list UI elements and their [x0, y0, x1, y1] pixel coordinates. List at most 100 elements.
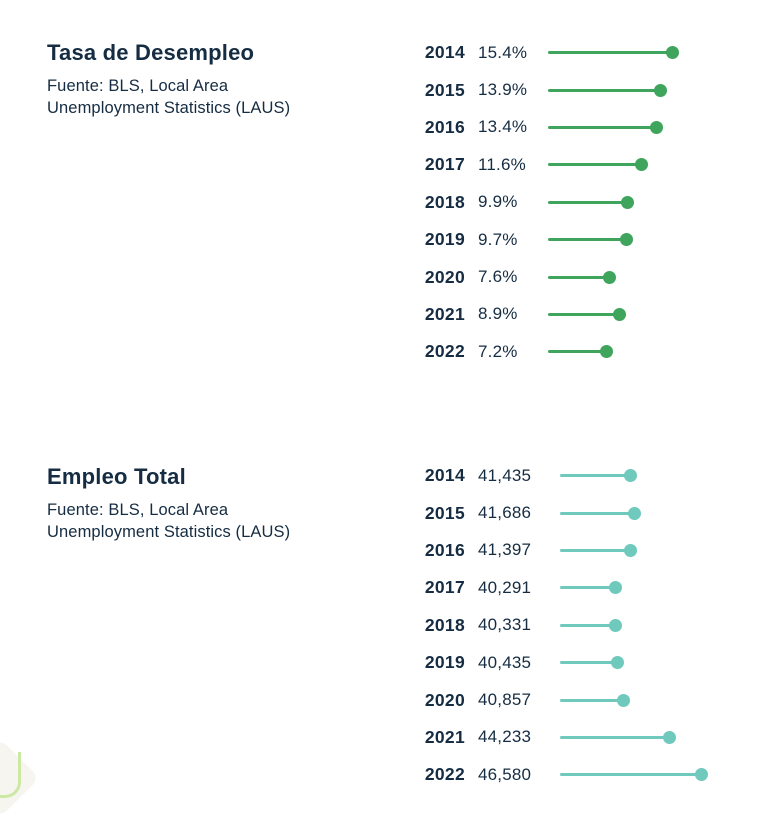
lollipop [560, 506, 641, 520]
chart-row: 2017 11.6% [420, 146, 679, 183]
chart-row: 2016 13.4% [420, 109, 679, 146]
year-label: 2019 [424, 652, 465, 673]
value-label: 40,331 [478, 615, 532, 635]
lollipop-dot [635, 158, 648, 172]
lollipop-line [548, 238, 628, 242]
value-label: 40,435 [478, 652, 532, 672]
year-label: 2022 [424, 764, 465, 785]
lollipop [560, 581, 622, 595]
lollipop-line [548, 350, 608, 354]
year-label: 2014 [424, 42, 465, 63]
chart-row: 2019 40,435 [420, 644, 708, 681]
lollipop [548, 83, 667, 97]
value-label: 46,580 [478, 764, 532, 784]
chart-row: 2017 40,291 [420, 569, 708, 606]
lollipop-line [560, 698, 625, 702]
lollipop-line [560, 661, 619, 665]
chart-source: Fuente: BLS, Local Area Unemployment Sta… [47, 499, 387, 543]
chart-row: 2018 9.9% [420, 184, 679, 221]
year-label: 2017 [424, 577, 465, 598]
lollipop-line [560, 773, 703, 777]
lollipop-line [548, 51, 674, 55]
value-label: 41,686 [478, 503, 532, 523]
value-label: 40,291 [478, 577, 532, 597]
lollipop-dot [611, 656, 624, 670]
chart-row: 2021 44,233 [420, 719, 708, 756]
chart-row: 2022 46,580 [420, 756, 708, 793]
chart-row: 2022 7.2% [420, 333, 679, 370]
chart-row: 2019 9.7% [420, 221, 679, 258]
lollipop [548, 158, 648, 172]
year-label: 2018 [424, 191, 465, 212]
lollipop [560, 469, 637, 483]
value-label: 7.2% [478, 341, 518, 361]
lollipop-dot [666, 46, 679, 60]
lollipop-line [560, 548, 632, 552]
lollipop-dot [628, 506, 641, 520]
employment-chart-header: Empleo Total Fuente: BLS, Local Area Une… [47, 464, 387, 543]
lollipop [560, 656, 624, 670]
unemployment-chart-header: Tasa de Desempleo Fuente: BLS, Local Are… [47, 40, 387, 119]
chart-row: 2016 41,397 [420, 532, 708, 569]
year-label: 2019 [424, 229, 465, 250]
chart-title: Empleo Total [47, 464, 186, 489]
corner-line-decoration [0, 752, 21, 798]
value-label: 13.4% [478, 117, 528, 137]
source-line: Unemployment Statistics (LAUS) [47, 523, 291, 541]
year-label: 2021 [424, 303, 465, 324]
year-label: 2020 [424, 689, 465, 710]
lollipop [560, 543, 637, 557]
year-label: 2016 [424, 116, 465, 137]
lollipop [560, 730, 676, 744]
lollipop-dot [663, 730, 676, 744]
value-label: 41,397 [478, 540, 532, 560]
chart-source: Fuente: BLS, Local Area Unemployment Sta… [47, 75, 387, 119]
lollipop-line [560, 586, 617, 590]
lollipop [548, 307, 626, 321]
value-label: 9.9% [478, 192, 518, 212]
chart-row: 2018 40,331 [420, 607, 708, 644]
lollipop-dot [617, 693, 630, 707]
value-label: 11.6% [478, 154, 526, 174]
total-employment-chart: 2014 41,435 2015 41,686 2016 41,397 2017 40,291… [420, 457, 708, 794]
value-label: 7.6% [478, 267, 518, 287]
lollipop-dot [603, 270, 616, 284]
lollipop-dot [624, 543, 637, 557]
source-line: Fuente: BLS, Local Area [47, 77, 229, 95]
lollipop-line [560, 511, 636, 515]
unemployment-rate-chart: 2014 15.4% 2015 13.9% 2016 13.4% 2017 11.6% 2018… [420, 34, 679, 371]
lollipop-line [548, 163, 643, 167]
lollipop-dot [650, 120, 663, 134]
lollipop-dot [620, 233, 633, 247]
source-line: Fuente: BLS, Local Area [47, 501, 229, 519]
lollipop-dot [613, 307, 626, 321]
lollipop-dot [654, 83, 667, 97]
chart-row: 2021 8.9% [420, 296, 679, 333]
year-label: 2015 [424, 502, 465, 523]
lollipop [560, 618, 622, 632]
source-line: Unemployment Statistics (LAUS) [47, 99, 291, 117]
chart-row: 2015 13.9% [420, 71, 679, 108]
lollipop-line [560, 623, 617, 627]
year-label: 2020 [424, 266, 465, 287]
year-label: 2018 [424, 614, 465, 635]
lollipop [560, 693, 630, 707]
chart-row: 2020 7.6% [420, 258, 679, 295]
value-label: 9.7% [478, 229, 518, 249]
chart-row: 2015 41,686 [420, 494, 708, 531]
lollipop [560, 768, 708, 782]
lollipop-dot [695, 768, 708, 782]
value-label: 15.4% [478, 42, 528, 62]
year-label: 2022 [424, 341, 465, 362]
lollipop [548, 195, 634, 209]
chart-row: 2014 15.4% [420, 34, 679, 71]
lollipop-dot [600, 345, 613, 359]
lollipop-line [548, 88, 662, 92]
lollipop-line [560, 735, 671, 739]
chart-row: 2020 40,857 [420, 681, 708, 718]
year-label: 2021 [424, 726, 465, 747]
lollipop-dot [609, 581, 622, 595]
year-label: 2016 [424, 539, 465, 560]
lollipop-dot [609, 618, 622, 632]
value-label: 40,857 [478, 690, 532, 710]
